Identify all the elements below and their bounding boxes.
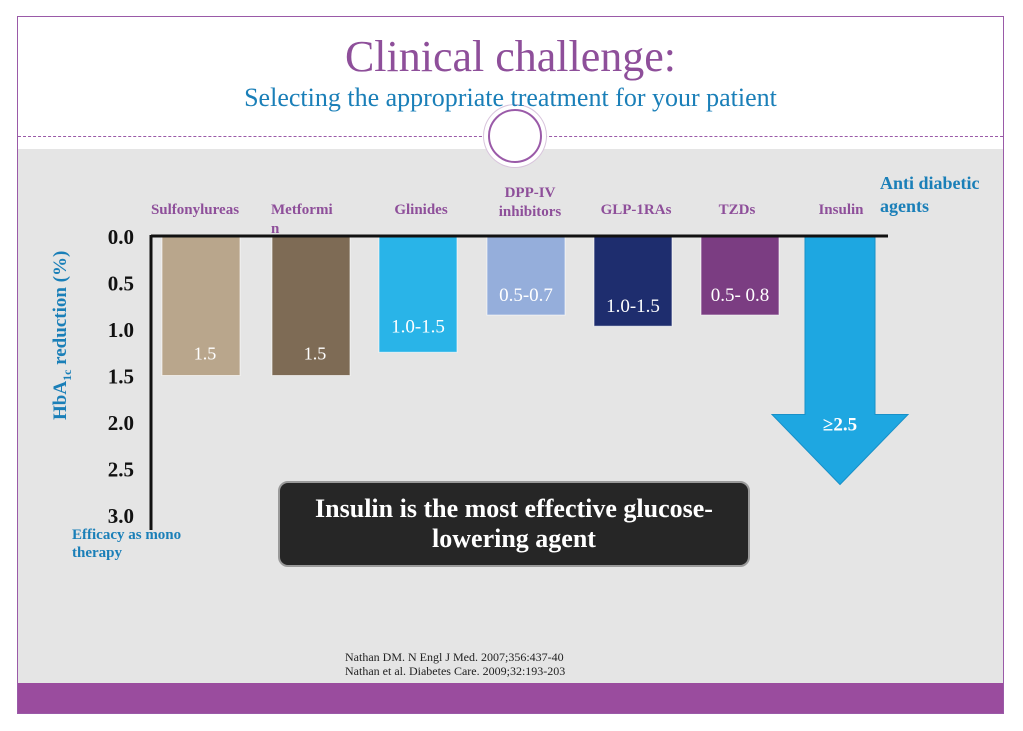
category-label: n [271, 221, 280, 237]
y-tick-label: 2.5 [108, 458, 134, 482]
category-label: Insulin [818, 202, 864, 218]
bar-value-label: 0.5- 0.8 [711, 285, 770, 306]
bar-insulin-arrow [770, 235, 910, 486]
y-tick-label: 0.5 [108, 272, 134, 296]
category-label: GLP-1RAs [601, 202, 672, 218]
reference-2: Nathan et al. Diabetes Care. 2009;32:193… [345, 664, 566, 678]
bar-5 [700, 235, 780, 316]
references: Nathan DM. N Engl J Med. 2007;356:437-40… [345, 650, 565, 678]
category-label: Metformi [271, 202, 333, 218]
bar-value-label: 1.5 [304, 344, 327, 364]
category-label: inhibitors [499, 204, 562, 220]
bar-0 [161, 235, 241, 376]
category-label: DPP-IV [505, 185, 556, 201]
bar-value-label: 1.0-1.5 [391, 316, 445, 337]
callout-box: Insulin is the most effective glucose-lo… [278, 481, 750, 567]
agents-label: Anti diabetic agents [880, 173, 980, 216]
bar-1 [271, 235, 351, 376]
slide-subtitle: Selecting the appropriate treatment for … [244, 83, 777, 112]
circle-ornament-icon [488, 109, 542, 163]
y-tick-label: 1.5 [108, 365, 134, 389]
bar-value-label: 0.5-0.7 [499, 285, 553, 306]
y-tick-label: 0.0 [108, 225, 134, 249]
category-label: Sulfonylureas [151, 202, 239, 218]
bottom-band [18, 683, 1003, 713]
y-tick-label: 3.0 [108, 504, 134, 528]
slide-title: Clinical challenge: [344, 32, 677, 81]
category-label: Glinides [394, 202, 448, 218]
y-tick-label: 2.0 [108, 411, 134, 435]
bar-value-label: 1.5 [194, 344, 217, 364]
efficacy-label: Efficacy as mono therapy [72, 527, 182, 561]
y-axis-label: HbA1c reduction (%) [50, 250, 74, 420]
bar-4 [593, 235, 673, 327]
category-label: TZDs [719, 202, 756, 218]
bar-value-label: 1.0-1.5 [606, 296, 660, 317]
bar-value-label: ≥2.5 [823, 415, 857, 436]
y-tick-label: 1.0 [108, 318, 134, 342]
reference-1: Nathan DM. N Engl J Med. 2007;356:437-40 [345, 650, 564, 664]
